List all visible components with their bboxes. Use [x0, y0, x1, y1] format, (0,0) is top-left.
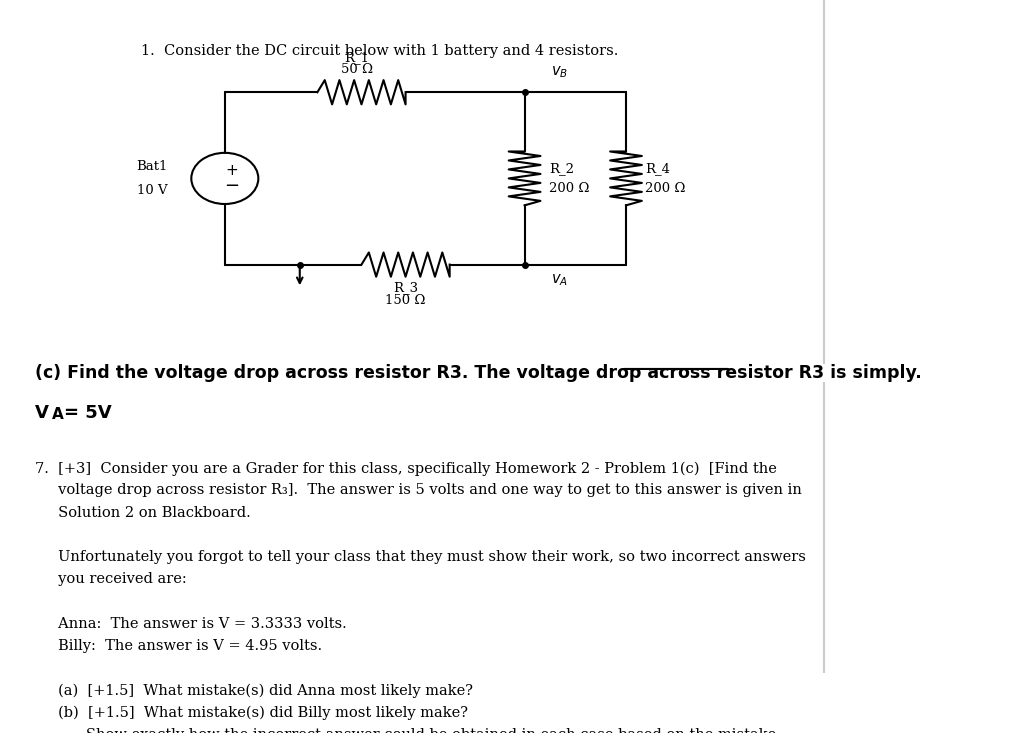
Text: Bat1: Bat1	[136, 160, 167, 173]
Text: Unfortunately you forgot to tell your class that they must show their work, so t: Unfortunately you forgot to tell your cl…	[35, 550, 806, 564]
Text: 50 Ω: 50 Ω	[341, 63, 373, 76]
Text: (c) Find the voltage drop across resistor R3. The voltage drop across resistor R: (c) Find the voltage drop across resisto…	[35, 364, 922, 382]
Text: (a)  [+1.5]  What mistake(s) did Anna most likely make?: (a) [+1.5] What mistake(s) did Anna most…	[35, 683, 474, 698]
Text: 1.  Consider the DC circuit below with 1 battery and 4 resistors.: 1. Consider the DC circuit below with 1 …	[141, 44, 619, 58]
Text: R_3: R_3	[393, 281, 418, 295]
Text: Show exactly how the incorrect answer could be obtained in each case based on th: Show exactly how the incorrect answer co…	[35, 728, 781, 733]
Text: 7.  [+3]  Consider you are a Grader for this class, specifically Homework 2 - Pr: 7. [+3] Consider you are a Grader for th…	[35, 461, 777, 476]
Text: R_2: R_2	[550, 162, 574, 175]
Text: −: −	[224, 177, 239, 196]
Text: = 5V: = 5V	[64, 404, 112, 422]
Text: (b)  [+1.5]  What mistake(s) did Billy most likely make?: (b) [+1.5] What mistake(s) did Billy mos…	[35, 706, 468, 720]
Text: 200 Ω: 200 Ω	[550, 182, 590, 195]
Text: 10 V: 10 V	[137, 184, 167, 197]
Text: R_1: R_1	[345, 51, 369, 64]
Text: $v_A$: $v_A$	[552, 273, 568, 288]
Text: $v_B$: $v_B$	[552, 65, 569, 80]
Text: R_4: R_4	[645, 162, 670, 175]
Text: A: A	[52, 408, 64, 422]
Text: voltage drop across resistor R₃].  The answer is 5 volts and one way to get to t: voltage drop across resistor R₃]. The an…	[35, 484, 802, 498]
Text: Billy:  The answer is V = 4.95 volts.: Billy: The answer is V = 4.95 volts.	[35, 639, 322, 653]
Text: V: V	[35, 404, 49, 422]
Text: +: +	[225, 163, 238, 178]
Text: 150 Ω: 150 Ω	[385, 294, 426, 307]
Text: 200 Ω: 200 Ω	[645, 182, 685, 195]
Text: Anna:  The answer is V = 3.3333 volts.: Anna: The answer is V = 3.3333 volts.	[35, 616, 347, 630]
Text: you received are:: you received are:	[35, 572, 187, 586]
Text: Solution 2 on Blackboard.: Solution 2 on Blackboard.	[35, 506, 251, 520]
